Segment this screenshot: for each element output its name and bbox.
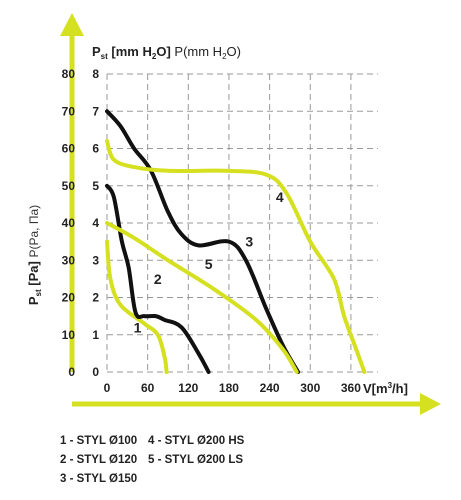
y-left-tick-label: 0 — [68, 365, 75, 379]
curve-3 — [105, 109, 301, 374]
y-right-tick-label: 6 — [92, 142, 99, 156]
y-right-tick-label: 2 — [92, 291, 99, 305]
x-tick-label: 180 — [219, 381, 239, 395]
x-tick-label: 0 — [104, 381, 111, 395]
y-left-tick-label: 80 — [62, 67, 76, 81]
y-right-tick-label: 1 — [92, 328, 99, 342]
y-right-tick-label: 0 — [92, 365, 99, 379]
legend-item-5: 5 - STYL Ø200 LS — [148, 454, 244, 466]
y-left-tick-label: 60 — [62, 142, 76, 156]
curve-4 — [105, 139, 367, 374]
x-tick-label: 300 — [300, 381, 320, 395]
y-left-tick-label: 20 — [62, 291, 76, 305]
y-right-tick-label: 5 — [92, 179, 99, 193]
y-left-tick-label: 40 — [62, 216, 76, 230]
curve-label-2: 2 — [154, 271, 162, 287]
x-tick-label: 240 — [260, 381, 280, 395]
y-right-tick-label: 7 — [92, 104, 99, 118]
y-left-tick-label: 50 — [62, 179, 76, 193]
curves — [105, 109, 367, 374]
x-tick-label: 120 — [178, 381, 198, 395]
legend-item-2: 2 - STYL Ø120 — [60, 454, 138, 466]
x-axis-arrow — [72, 393, 441, 415]
y-axis-arrow — [60, 13, 84, 372]
x-axis-title: V[m3/h] — [363, 381, 408, 396]
y-left-tick-labels: 0 10 20 30 40 50 60 70 80 — [62, 67, 76, 379]
y-left-tick-label: 10 — [62, 328, 76, 342]
curve-labels: 1 2 3 4 5 — [134, 189, 284, 335]
y-right-axis-title: Pst [mm H2O] P(mm H2O) — [92, 44, 241, 61]
legend-item-1: 1 - STYL Ø100 — [60, 435, 138, 447]
legend-item-4: 4 - STYL Ø200 HS — [148, 435, 245, 447]
y-right-tick-labels: 0 1 2 3 4 5 6 7 8 — [92, 67, 99, 379]
y-right-tick-label: 8 — [92, 67, 99, 81]
curve-label-1: 1 — [134, 319, 142, 335]
y-left-tick-label: 70 — [62, 104, 76, 118]
curve-label-4: 4 — [276, 189, 284, 205]
x-tick-label: 60 — [141, 381, 155, 395]
y-right-tick-label: 3 — [92, 253, 99, 267]
curve-label-3: 3 — [245, 234, 253, 250]
curve-5 — [105, 221, 299, 374]
x-tick-label: 360 — [341, 381, 361, 395]
x-tick-labels: 0 60 120 180 240 300 360 — [104, 381, 362, 395]
grid — [106, 73, 378, 373]
y-left-tick-label: 30 — [62, 253, 76, 267]
legend-item-3: 3 - STYL Ø150 — [60, 473, 138, 485]
curve-label-5: 5 — [205, 256, 213, 272]
curve-1 — [105, 239, 169, 374]
y-left-axis-title: Pst [Pa] P(Pa, Па) — [26, 205, 43, 305]
y-right-tick-label: 4 — [92, 216, 99, 230]
